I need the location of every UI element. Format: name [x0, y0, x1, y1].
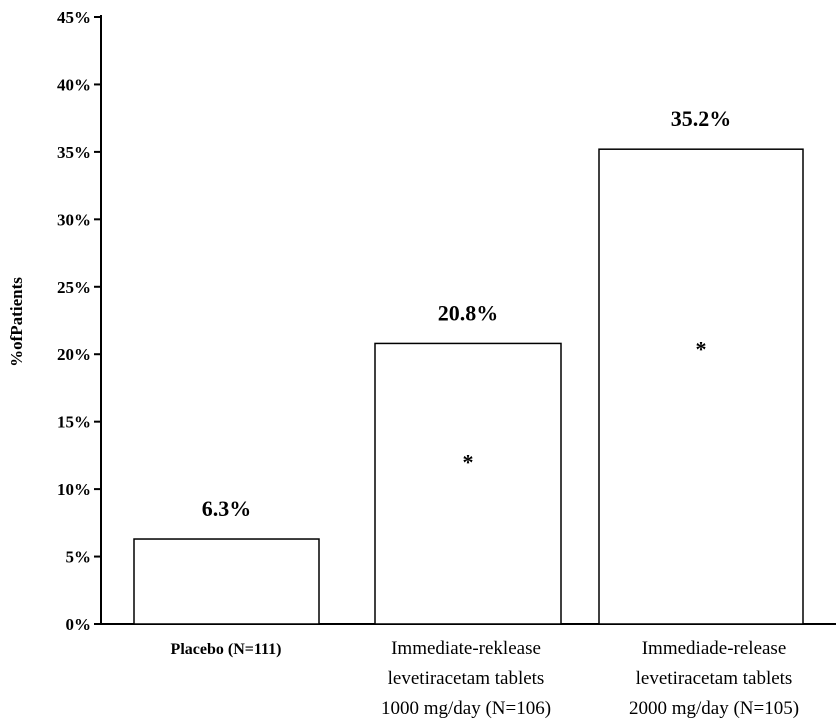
category-label: Immediade-release — [642, 638, 787, 659]
data-labels: 6.3% 20.8% * 35.2% * — [202, 106, 732, 521]
data-label: 6.3% — [202, 496, 252, 521]
y-tick-label: 10% — [57, 480, 91, 499]
bar — [598, 148, 804, 625]
y-axis-label: %ofPatients — [7, 277, 26, 367]
category-label: Placebo (N=111) — [171, 641, 282, 658]
y-tick-label: 30% — [57, 210, 91, 229]
category-labels: Placebo (N=111) Immediate-reklease levetir… — [171, 638, 799, 719]
y-tick-label: 15% — [57, 413, 91, 432]
y-tick-label: 45% — [57, 8, 91, 27]
y-tick-label: 25% — [57, 278, 91, 297]
bars — [133, 148, 804, 625]
y-tick-label: 35% — [57, 143, 91, 162]
data-label: 20.8% — [438, 300, 499, 325]
category-label: Immediate-reklease — [391, 638, 541, 659]
y-tick-label: 5% — [66, 548, 92, 567]
significance-marker: * — [696, 337, 707, 362]
category-label: 1000 mg/day (N=106) — [381, 698, 551, 719]
category-label: levetiracetam tablets — [636, 668, 793, 689]
data-label: 35.2% — [671, 106, 732, 131]
significance-marker: * — [463, 449, 474, 474]
category-label: levetiracetam tablets — [388, 668, 545, 689]
y-tick-label: 0% — [66, 615, 92, 634]
y-axis-ticks: 0% 5% 10% 15% 20% 25% 30% 35% 40% 45% — [57, 8, 101, 634]
bar — [374, 342, 562, 625]
category-label: 2000 mg/day (N=105) — [629, 698, 799, 719]
bar — [133, 538, 320, 625]
y-tick-label: 20% — [57, 345, 91, 364]
y-tick-label: 40% — [57, 75, 91, 94]
